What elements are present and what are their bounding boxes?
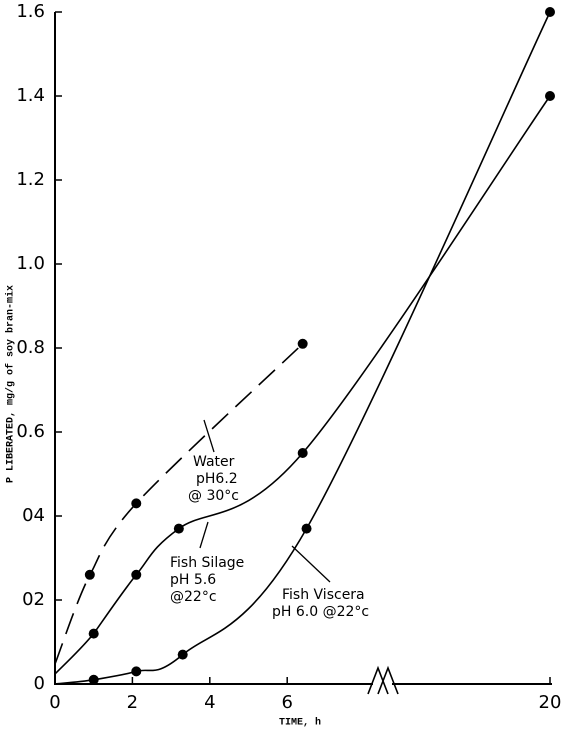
x-tick-label: 4 — [204, 692, 215, 713]
y-tick-label: 0 — [34, 673, 45, 694]
point — [297, 338, 308, 349]
series-label: Fish Viscera — [282, 587, 365, 603]
series-label-line: @ 30°c — [188, 488, 239, 504]
y-tick-label: 0.8 — [16, 337, 45, 358]
point — [131, 666, 142, 677]
series-label-line: pH6.2 — [196, 471, 238, 487]
y-tick-label: 04 — [22, 505, 45, 526]
axis-break — [367, 665, 399, 695]
point — [131, 498, 142, 509]
curve-lead — [54, 633, 95, 675]
x-tick-label: 2 — [127, 692, 138, 713]
leader-line — [203, 419, 215, 453]
leader-line — [199, 521, 209, 549]
series-label: Fish Silage — [170, 555, 244, 571]
curve — [93, 95, 551, 635]
point — [131, 569, 142, 580]
point — [297, 448, 308, 458]
y-tick-label: 0.6 — [16, 421, 45, 442]
point — [173, 523, 184, 534]
point — [88, 628, 99, 639]
x-tick-label: 20 — [539, 692, 562, 713]
y-tick-label: 1.2 — [16, 169, 45, 190]
series-label-line: pH 5.6 — [170, 572, 216, 588]
point — [545, 7, 555, 17]
y-tick-label: 1.4 — [16, 85, 45, 106]
y-tick-label: 1.6 — [16, 1, 45, 22]
point — [177, 649, 188, 660]
point — [301, 523, 312, 534]
point — [88, 674, 99, 685]
series-label: Water — [193, 454, 235, 470]
x-tick-label: 6 — [281, 692, 292, 713]
y-tick-label: 02 — [22, 589, 45, 610]
point — [84, 569, 95, 580]
y-axis-label: P LIBERATED, mg/g of soy bran-mix — [5, 285, 17, 483]
y-tick-label: 1.0 — [16, 253, 45, 274]
x-axis-label: TIME, h — [279, 717, 321, 729]
leader-line — [291, 545, 331, 583]
x-tick-label: 0 — [49, 692, 60, 713]
curve — [93, 11, 551, 681]
series-label-line: @22°c — [170, 589, 217, 605]
series-label-line: pH 6.0 @22°c — [272, 604, 369, 620]
point — [545, 91, 555, 101]
curve-lead — [54, 574, 91, 665]
curve — [89, 343, 304, 576]
